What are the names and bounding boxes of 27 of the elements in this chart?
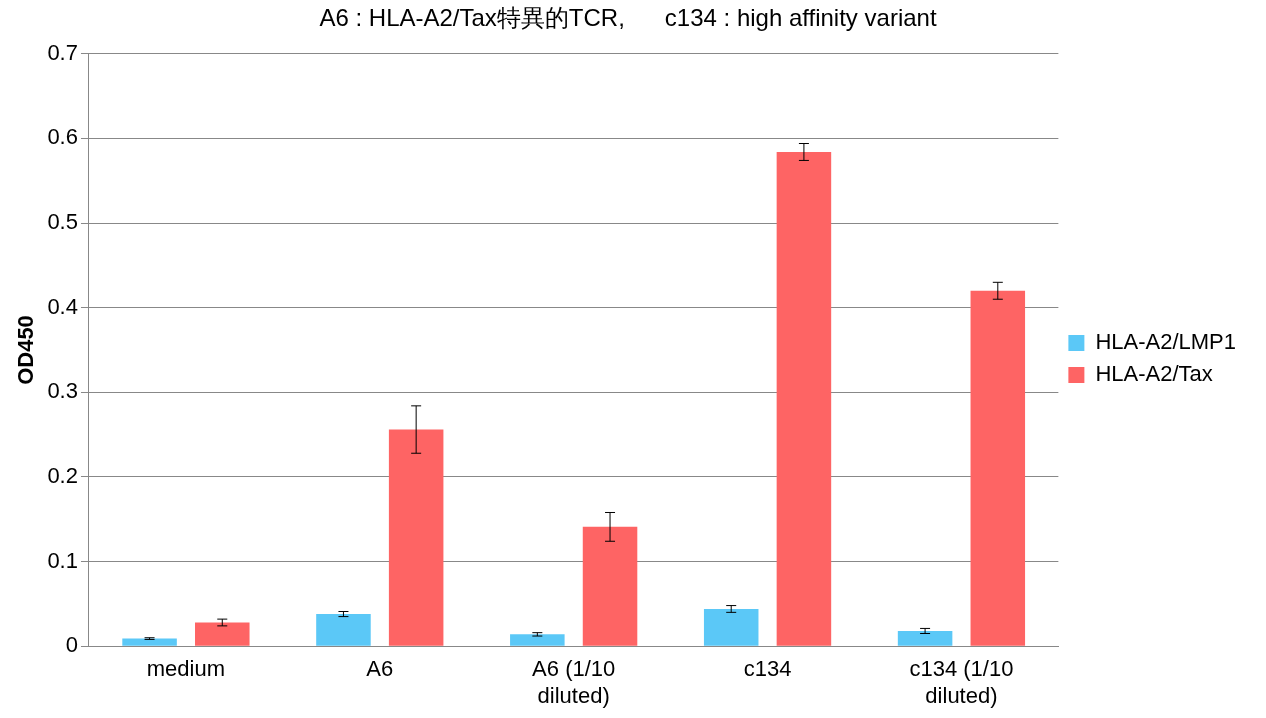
bar [122,638,177,646]
y-tick-label: 0.2 [47,463,78,489]
chart-title: A6 : HLA-A2/Tax特異的TCR, c134 : high affinity variant [319,4,937,32]
legend-label: HLA-A2/Tax [1095,361,1213,387]
x-tick-label: c134 [743,656,792,682]
x-tick-label: medium [146,656,226,682]
bar [195,622,250,646]
y-tick-label: 0.6 [47,124,78,150]
bar [703,608,759,646]
y-tick-label: 0.1 [47,547,78,573]
y-tick-label: 0.5 [47,209,78,235]
bar [970,290,1026,646]
y-tick-label: 0.4 [47,293,78,319]
y-tick-label: 0 [65,632,78,658]
x-tick-label: c134 (1/10 diluted) [909,656,1014,708]
bar [388,429,444,646]
bar [510,634,565,646]
legend-label: HLA-A2/LMP1 [1095,329,1237,355]
x-tick-label: A6 (1/10 diluted) [532,656,616,708]
bar [316,614,371,646]
y-axis-title: OD450 [13,315,39,385]
bar [582,526,638,646]
y-tick-label: 0.7 [47,39,78,65]
x-tick-label: A6 [366,656,394,682]
y-tick-label: 0.3 [47,378,78,404]
bar [897,630,953,646]
bar [776,151,832,646]
